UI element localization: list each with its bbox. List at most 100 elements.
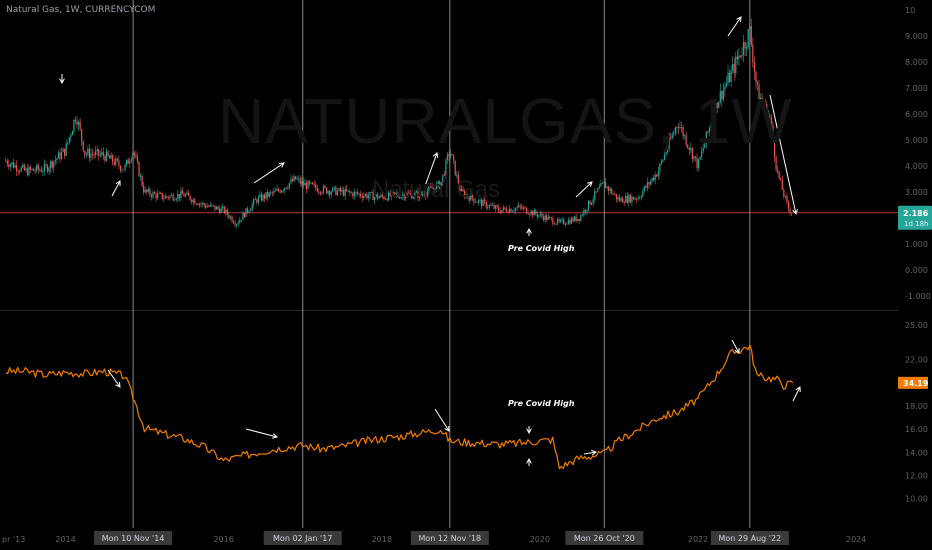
candle-body (200, 203, 202, 205)
candle-body (677, 127, 680, 129)
candle-body (635, 198, 638, 200)
candle-body (254, 199, 256, 201)
candle-body (201, 203, 204, 205)
annotation-arrow (792, 386, 801, 402)
candle-body (778, 171, 780, 179)
candle-body (112, 154, 114, 163)
candle-body (460, 188, 463, 192)
candle-body (127, 159, 129, 164)
candle-body (617, 197, 619, 200)
candle-body (268, 192, 270, 197)
candle-body (236, 224, 238, 226)
candle-body (56, 158, 58, 160)
candle-body (755, 71, 757, 82)
candle-body (389, 192, 391, 197)
candle-body (11, 162, 13, 165)
candle-body (546, 215, 548, 220)
candle-body (298, 178, 300, 180)
candle-body (487, 207, 489, 209)
candle-body (338, 188, 340, 191)
candle-body (415, 191, 418, 193)
time-axis[interactable]: pr '13 2014 2016 2018 2020 2022 2024 Mon 10 Nov… (0, 528, 932, 550)
candle-body (716, 102, 718, 109)
candle-body (532, 210, 534, 216)
candle-body (327, 191, 329, 194)
candle-body (8, 164, 10, 167)
time-marker-box (710, 531, 789, 545)
candle-body (223, 206, 225, 214)
candle-body (240, 219, 242, 221)
time-marker-label: Mon 12 Nov '18 (418, 534, 481, 543)
candle-body (246, 208, 249, 213)
indicator-tick-label: 10.00 (905, 495, 928, 504)
annotation-arrow (111, 180, 121, 197)
candle-body (191, 200, 193, 203)
candle-body (591, 202, 593, 205)
candle-body (181, 190, 184, 195)
indicator-axis[interactable]: 25.0022.0020.0018.0016.0014.0012.0010.00… (898, 321, 929, 504)
candle-body (742, 42, 745, 55)
candle-body (198, 203, 201, 206)
time-marker-label: Mon 02 Jan '17 (273, 534, 332, 543)
candle-body (578, 219, 580, 221)
candle-body (73, 119, 75, 132)
candle-body (146, 189, 148, 192)
date-marker-lines (132, 0, 751, 528)
candle-body (657, 171, 659, 177)
candle-body (239, 219, 241, 223)
time-tick-label: 2022 (688, 535, 708, 544)
candle-body (372, 191, 374, 201)
candle-body (772, 124, 774, 141)
price-axis[interactable]: 109.0008.0007.0006.0005.0004.0003.0002.0… (898, 6, 932, 301)
annotation-arrow (107, 369, 121, 388)
candle-body (560, 220, 562, 222)
price-tick-label: -1.000 (905, 292, 931, 301)
candle-body (529, 214, 531, 215)
time-marker-label: Mon 29 Aug '22 (719, 534, 782, 543)
candle-body (465, 194, 467, 198)
candle-body (183, 194, 185, 197)
arrow-head (795, 386, 801, 393)
candle-body (594, 191, 596, 200)
time-marker-box (565, 531, 644, 545)
candle-body (126, 159, 128, 165)
candle-body (662, 159, 664, 162)
candle-body (288, 183, 290, 188)
candle-body (23, 164, 25, 171)
candle-body (353, 191, 356, 197)
candle-body (87, 148, 89, 154)
candle-body (65, 143, 67, 156)
candle-body (775, 157, 777, 170)
candle-body (153, 192, 156, 194)
candle-body (158, 192, 160, 194)
candle-body (387, 192, 390, 201)
candle-body (522, 207, 525, 209)
candle-body (673, 132, 675, 135)
candlestick-series (5, 18, 793, 229)
arrow-head (591, 449, 598, 456)
candle-body (504, 207, 506, 209)
candle-body (293, 176, 295, 182)
candle-body (597, 188, 599, 192)
candle-body (468, 196, 470, 201)
candle-body (101, 152, 103, 155)
candle-body (276, 188, 278, 191)
candle-body (739, 55, 742, 57)
candle-body (728, 72, 731, 83)
candle-body (271, 192, 273, 194)
candle-body (9, 164, 11, 167)
candle-body (308, 181, 311, 184)
candle-body (513, 210, 515, 212)
candle-body (738, 55, 740, 59)
annotation-text: Pre Covid High (508, 399, 575, 408)
candle-body (364, 194, 366, 196)
candle-body (705, 131, 707, 144)
candle-body (783, 189, 785, 197)
candle-body (214, 205, 216, 210)
candle-body (315, 184, 317, 188)
candle-body (14, 165, 16, 168)
candle-body (702, 148, 704, 152)
candle-body (251, 204, 253, 210)
candle-body (215, 206, 218, 210)
